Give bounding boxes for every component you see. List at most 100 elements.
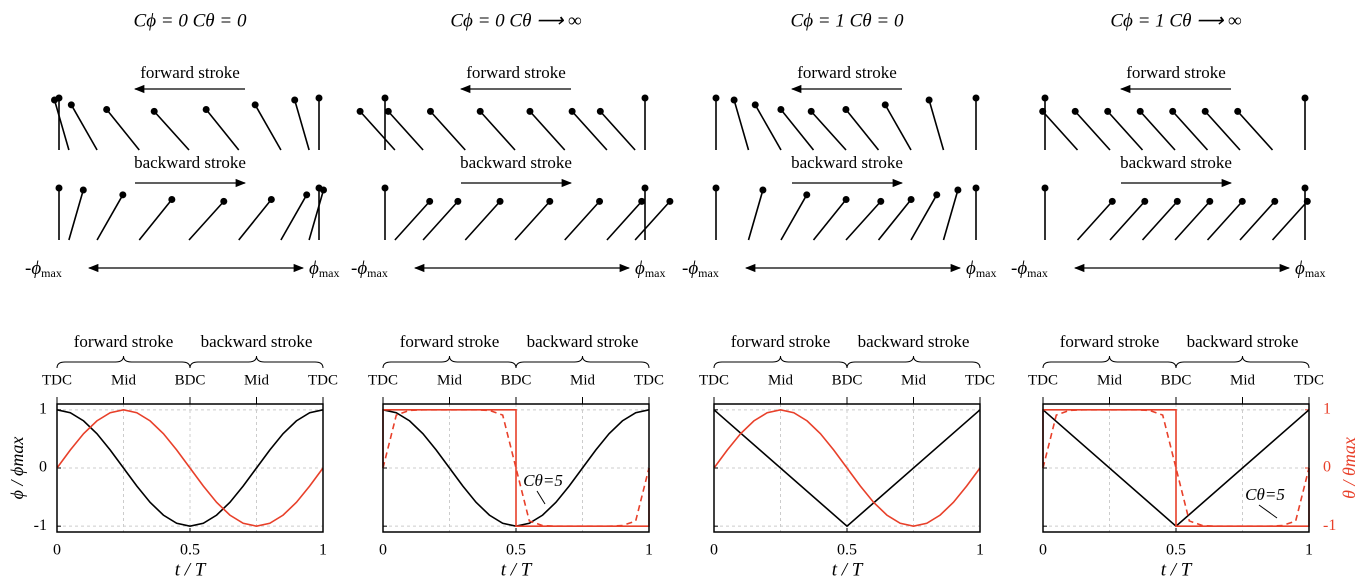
- wing-edge: [55, 184, 63, 192]
- wing-edge: [356, 107, 364, 115]
- wing-edge: [1104, 107, 1112, 115]
- wing-section: [571, 110, 608, 151]
- wing-edge: [596, 107, 604, 115]
- panel-title: Cϕ = 0 Cθ = 0: [134, 10, 247, 31]
- wing-edge: [1238, 197, 1246, 205]
- wing-edge: [315, 184, 323, 192]
- wing-section: [928, 99, 945, 151]
- wing-section: [308, 189, 325, 241]
- wing-section: [464, 200, 501, 241]
- wing-edge: [972, 94, 980, 102]
- wing-section: [606, 200, 643, 241]
- wing-section: [422, 200, 459, 241]
- wing-edge: [79, 186, 87, 194]
- wing-edge: [384, 107, 392, 115]
- x-tick-label: 0: [53, 542, 61, 559]
- phase-label: forward stroke: [400, 332, 500, 351]
- wing-section: [479, 110, 516, 151]
- wing-section: [1139, 110, 1176, 151]
- y2-axis-label: θ / θmax: [1339, 437, 1359, 499]
- wing-edge: [454, 197, 462, 205]
- x-tick-label: 0: [1039, 542, 1047, 559]
- wing-edge: [1301, 94, 1309, 102]
- y2-tick-label: -1: [1323, 517, 1336, 534]
- wing-edge: [67, 101, 75, 109]
- wing-section: [394, 200, 431, 241]
- wing-section: [1141, 200, 1178, 241]
- backward-label: backward stroke: [460, 153, 572, 172]
- wing-edge: [842, 195, 850, 203]
- wing-section: [884, 104, 912, 151]
- series-line: [713, 408, 981, 528]
- phase-label: backward stroke: [858, 332, 970, 351]
- wing-edge: [1201, 107, 1209, 115]
- phi-sub: max: [976, 266, 997, 280]
- wing-edge: [1141, 197, 1149, 205]
- phi-sub: max: [367, 266, 388, 280]
- wing-section: [254, 104, 282, 151]
- wing-edge: [925, 96, 933, 104]
- x-tick-label: 0.5: [1166, 542, 1186, 559]
- x-tick-label: 0.5: [180, 542, 200, 559]
- wing-section: [877, 198, 912, 241]
- wing-section: [106, 108, 140, 151]
- wing-section: [1174, 200, 1211, 241]
- wing-edge: [50, 96, 58, 104]
- series-line: [56, 409, 324, 528]
- annotation-leader: [536, 490, 546, 505]
- wing-section: [845, 108, 880, 151]
- wing-section: [910, 194, 938, 241]
- wing-edge: [168, 195, 176, 203]
- wing-edge: [1173, 197, 1181, 205]
- phase-brace: [1175, 355, 1310, 369]
- top-tick-label: Mid: [1230, 372, 1256, 388]
- top-tick-label: Mid: [768, 372, 794, 388]
- wing-edge: [426, 107, 434, 115]
- backward-label: backward stroke: [134, 153, 246, 172]
- wing-section: [780, 194, 808, 241]
- y-tick-label: 1: [39, 400, 47, 417]
- wing-section: [599, 110, 636, 151]
- y-tick-label: 0: [39, 459, 47, 476]
- wing-edge: [426, 197, 434, 205]
- wing-edge: [267, 195, 275, 203]
- wing-edge: [546, 197, 554, 205]
- wing-section: [747, 189, 764, 241]
- wing-edge: [759, 186, 767, 194]
- wing-edge: [150, 107, 158, 115]
- x-tick-label: 1: [976, 542, 984, 559]
- phase-label: forward stroke: [1060, 332, 1160, 351]
- wing-section: [1172, 110, 1209, 151]
- wing-section: [1109, 200, 1146, 241]
- panel-title: Cϕ = 0 Cθ ⟶ ∞: [450, 10, 581, 31]
- wing-section: [1271, 200, 1308, 241]
- amplitude-max: ϕmax: [1295, 258, 1326, 279]
- wing-edge: [1136, 107, 1144, 115]
- amplitude-min: -ϕmax: [351, 258, 388, 279]
- phase-label: backward stroke: [1187, 332, 1299, 351]
- x-tick-label: 1: [645, 542, 653, 559]
- phase-brace: [56, 355, 191, 369]
- top-tick-label: BDC: [1161, 372, 1192, 388]
- x-tick-label: 1: [319, 542, 327, 559]
- phase-brace: [713, 355, 848, 369]
- panel-title: Cϕ = 1 Cθ = 0: [791, 10, 904, 31]
- phi-symbol: -ϕ: [25, 258, 41, 279]
- phi-symbol: ϕ: [1295, 258, 1305, 279]
- wing-edge: [1039, 107, 1047, 115]
- phi-symbol: ϕ: [635, 258, 645, 279]
- top-tick-label: BDC: [175, 372, 206, 388]
- y2-tick-label: 1: [1323, 400, 1331, 417]
- amplitude-min: -ϕmax: [682, 258, 719, 279]
- wing-section: [188, 200, 225, 241]
- wing-section: [529, 110, 566, 151]
- wing-section: [293, 99, 310, 151]
- top-tick-label: Mid: [570, 372, 596, 388]
- top-tick-label: TDC: [368, 372, 398, 388]
- series-line: [1042, 409, 1310, 527]
- x-axis-label: t / T: [832, 559, 864, 580]
- phase-label: backward stroke: [201, 332, 313, 351]
- plot-frame: [56, 403, 324, 533]
- backward-label: backward stroke: [791, 153, 903, 172]
- amplitude-min: -ϕmax: [1011, 258, 1048, 279]
